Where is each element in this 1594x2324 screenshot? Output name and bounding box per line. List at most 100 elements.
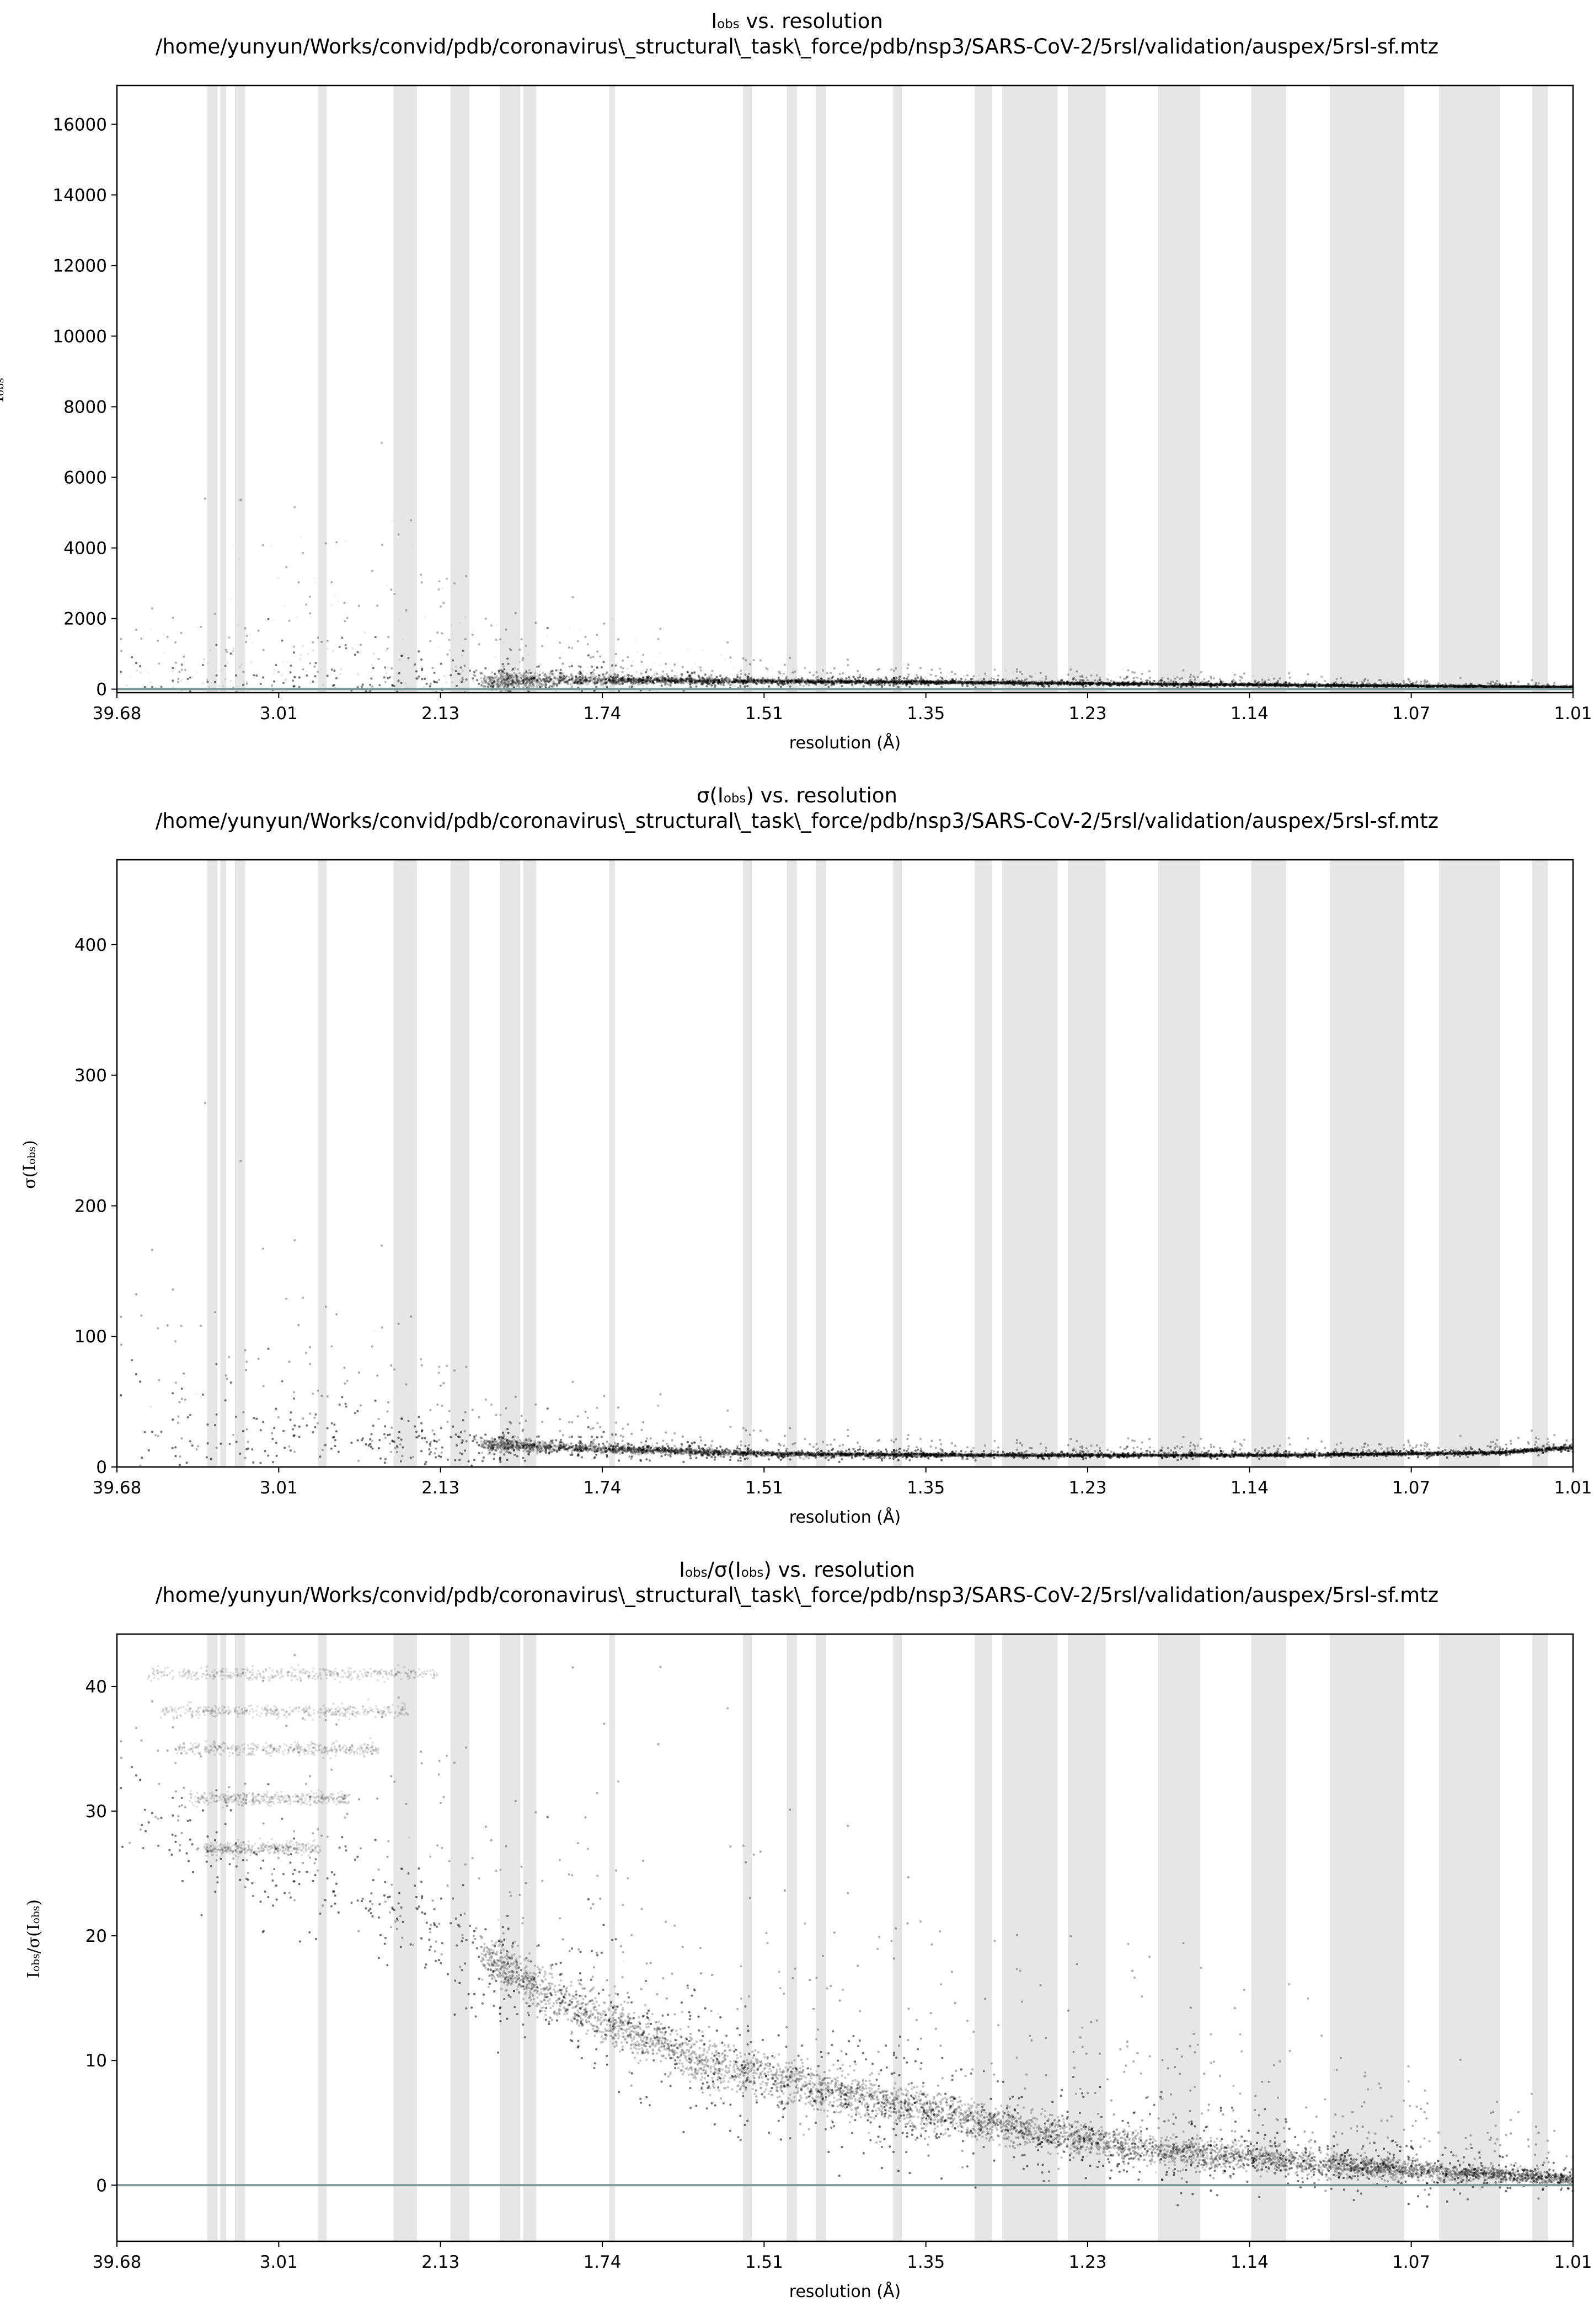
data-point bbox=[1012, 671, 1015, 674]
data-point bbox=[1164, 681, 1167, 684]
data-point bbox=[745, 681, 747, 683]
data-point bbox=[1382, 683, 1385, 686]
data-point bbox=[1511, 685, 1514, 688]
data-point bbox=[868, 679, 870, 682]
data-point bbox=[779, 670, 782, 672]
data-point bbox=[633, 686, 635, 688]
data-point bbox=[461, 670, 464, 672]
data-point bbox=[284, 678, 287, 681]
data-point bbox=[882, 679, 885, 682]
data-point bbox=[324, 694, 327, 696]
data-point bbox=[1395, 684, 1398, 687]
data-point bbox=[174, 693, 176, 695]
data-point bbox=[781, 675, 784, 678]
data-point bbox=[1338, 686, 1340, 688]
data-point bbox=[1374, 683, 1377, 686]
data-point bbox=[692, 681, 694, 683]
data-point bbox=[952, 675, 954, 678]
data-point bbox=[385, 650, 388, 652]
data-point bbox=[662, 628, 665, 630]
data-point bbox=[1067, 682, 1069, 685]
data-point bbox=[1568, 686, 1571, 688]
data-point bbox=[732, 685, 735, 688]
data-point bbox=[1438, 683, 1441, 686]
data-point bbox=[174, 693, 176, 695]
data-point bbox=[635, 671, 638, 673]
data-point bbox=[837, 677, 839, 679]
data-point bbox=[398, 658, 401, 661]
data-point bbox=[681, 679, 684, 682]
data-point bbox=[1224, 682, 1226, 684]
data-point bbox=[1306, 678, 1309, 681]
ice-ring-band bbox=[207, 85, 218, 693]
data-point bbox=[1299, 684, 1302, 686]
data-point bbox=[587, 679, 590, 682]
data-point bbox=[1156, 683, 1158, 686]
data-point bbox=[378, 694, 380, 697]
data-point bbox=[791, 668, 794, 670]
data-point bbox=[894, 679, 896, 682]
data-point bbox=[771, 667, 773, 670]
data-point bbox=[309, 682, 312, 684]
data-point bbox=[1261, 676, 1264, 679]
ice-ring-band bbox=[523, 85, 537, 693]
data-point bbox=[237, 624, 239, 626]
data-point bbox=[231, 649, 234, 652]
data-point bbox=[924, 676, 927, 678]
data-point bbox=[334, 694, 336, 697]
data-point bbox=[363, 631, 366, 634]
data-point bbox=[1027, 683, 1029, 686]
data-point bbox=[1290, 680, 1292, 683]
data-point bbox=[934, 679, 937, 682]
data-point bbox=[1384, 682, 1387, 684]
data-point bbox=[1448, 686, 1451, 688]
ice-ring-band bbox=[893, 85, 902, 693]
data-point bbox=[986, 682, 988, 684]
data-point bbox=[945, 676, 948, 678]
data-point bbox=[914, 673, 917, 676]
data-point bbox=[385, 672, 388, 674]
data-point bbox=[1151, 682, 1153, 685]
data-point bbox=[1038, 680, 1041, 682]
data-point bbox=[1173, 674, 1175, 677]
data-point bbox=[1486, 685, 1489, 688]
ice-ring-band bbox=[743, 85, 752, 693]
data-point bbox=[681, 677, 683, 679]
data-point bbox=[812, 676, 815, 678]
data-point bbox=[555, 690, 557, 693]
data-point bbox=[538, 670, 541, 673]
data-point bbox=[1540, 686, 1543, 688]
ice-ring-band bbox=[609, 85, 615, 693]
data-point bbox=[694, 662, 697, 665]
data-point bbox=[914, 679, 917, 682]
data-point bbox=[836, 682, 838, 684]
data-point bbox=[1154, 681, 1157, 684]
data-point bbox=[468, 683, 471, 686]
data-point bbox=[702, 649, 704, 651]
data-point bbox=[762, 686, 764, 688]
plot-area bbox=[117, 85, 1573, 697]
data-point bbox=[1255, 682, 1258, 685]
data-point bbox=[129, 676, 132, 678]
data-point bbox=[1193, 683, 1196, 686]
data-point bbox=[248, 634, 251, 636]
ice-ring-band bbox=[1251, 85, 1286, 693]
data-point bbox=[201, 682, 204, 685]
data-point bbox=[286, 661, 289, 663]
data-point bbox=[441, 587, 443, 590]
data-point bbox=[370, 663, 373, 666]
data-point bbox=[282, 660, 285, 663]
data-point bbox=[1123, 681, 1126, 683]
data-point bbox=[422, 694, 424, 696]
chart-panel-1: Iobs vs. resolution /home/yunyun/Works/c… bbox=[0, 0, 1594, 774]
data-point bbox=[766, 671, 769, 673]
data-point bbox=[737, 672, 739, 674]
data-point bbox=[238, 558, 240, 560]
data-point bbox=[1518, 686, 1521, 688]
data-point bbox=[1039, 678, 1041, 681]
data-point bbox=[1386, 685, 1389, 687]
data-point bbox=[1117, 681, 1120, 683]
data-point bbox=[1044, 685, 1047, 688]
data-point bbox=[195, 671, 198, 674]
data-point bbox=[1134, 676, 1137, 679]
